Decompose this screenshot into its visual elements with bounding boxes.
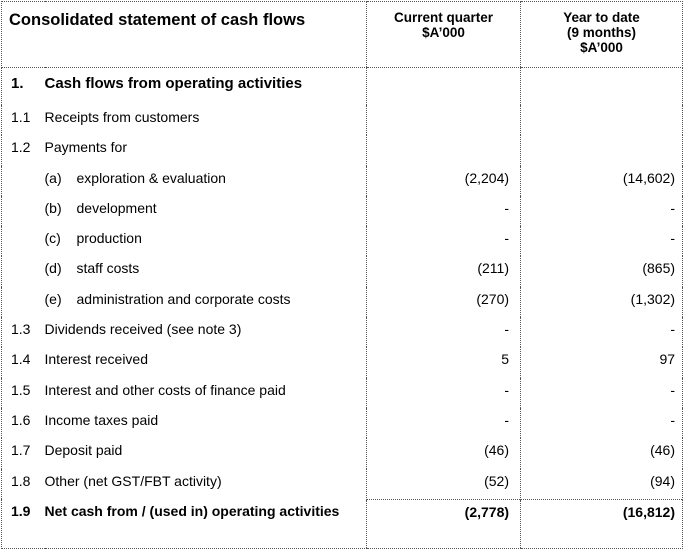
row-label: Income taxes paid <box>44 411 159 428</box>
current-quarter-value: 5 <box>366 347 521 378</box>
table-row: 1.2 Payments for <box>1 135 683 166</box>
section-number: 1. <box>1 67 45 105</box>
table-row: 1.1 Receipts from customers <box>1 105 683 136</box>
year-to-date-header-line-2: (9 months) <box>567 25 637 40</box>
table-row: (d) staff costs (211) (865) <box>1 256 683 287</box>
year-to-date-value: (94) <box>520 468 683 500</box>
year-to-date-header-line-3: $A’000 <box>580 40 623 55</box>
current-quarter-header-line-2: $A’000 <box>422 25 465 40</box>
table-row: 1.6 Income taxes paid - - <box>1 407 683 439</box>
row-number: 1.5 <box>1 377 45 408</box>
header-row: Consolidated statement of cash flows Cur… <box>0 1 683 68</box>
row-subitem-tag: (c) <box>44 230 61 247</box>
total-year-to-date: (16,812) <box>520 498 683 549</box>
current-quarter-value: (270) <box>366 286 521 318</box>
row-number: 1.6 <box>1 407 45 439</box>
section-row: 1. Cash flows from operating activities <box>1 67 683 105</box>
current-quarter-value: (52) <box>366 468 521 500</box>
total-label: Net cash from / (used in) operating acti… <box>44 499 367 549</box>
section-current-quarter <box>366 67 521 105</box>
row-label: Payments for <box>44 139 127 156</box>
year-to-date-value: 97 <box>520 347 683 378</box>
row-label: Receipts from customers <box>44 109 200 125</box>
table-row: (a) exploration & evaluation (2,204) (14,… <box>1 165 683 196</box>
row-number: 1.4 <box>1 347 45 378</box>
table-row: 1.3 Dividends received (see note 3) - - <box>1 317 683 348</box>
current-quarter-value <box>366 135 521 166</box>
current-quarter-value: - <box>366 407 521 439</box>
row-label: production <box>76 230 142 247</box>
row-label: exploration & evaluation <box>76 169 226 186</box>
year-to-date-value <box>520 135 683 166</box>
year-to-date-value <box>520 105 683 136</box>
row-number: 1.1 <box>1 105 45 136</box>
row-label: administration and corporate costs <box>76 290 291 307</box>
year-to-date-value: (865) <box>520 256 683 287</box>
table-row: 1.5 Interest and other costs of finance … <box>1 377 683 408</box>
current-quarter-value: - <box>366 317 521 348</box>
row-label: Interest and other costs of finance paid <box>44 381 286 398</box>
row-label: development <box>76 199 157 216</box>
year-to-date-value: (1,302) <box>520 286 683 318</box>
current-quarter-value: - <box>366 195 521 227</box>
table-row: (b) development - - <box>1 195 683 227</box>
year-to-date-value: - <box>520 226 683 257</box>
year-to-date-value: - <box>520 377 683 408</box>
table-row: (e) administration and corporate costs (2… <box>1 286 683 318</box>
current-quarter-header: Current quarter $A’000 <box>366 1 521 68</box>
row-label: Other (net GST/FBT activity) <box>44 472 222 489</box>
row-label: staff costs <box>76 260 140 277</box>
row-subitem-tag: (d) <box>44 260 62 277</box>
row-label: Interest received <box>44 351 149 368</box>
year-to-date-header: Year to date (9 months) $A’000 <box>520 1 683 68</box>
current-quarter-value: (211) <box>366 256 521 287</box>
total-row: 1.9 Net cash from / (used in) operating … <box>1 498 683 549</box>
section-label: Cash flows from operating activities <box>44 75 303 92</box>
statement-title: Consolidated statement of cash flows <box>0 1 367 68</box>
table-row: (c) production - - <box>1 226 683 257</box>
current-quarter-value: (46) <box>366 438 521 469</box>
current-quarter-value: - <box>366 377 521 408</box>
year-to-date-value: (14,602) <box>520 165 683 196</box>
row-subitem-tag: (e) <box>44 290 62 307</box>
total-current-quarter: (2,778) <box>366 498 521 549</box>
year-to-date-header-line-1: Year to date <box>563 10 640 25</box>
current-quarter-header-line-1: Current quarter <box>394 10 494 25</box>
row-subitem-tag: (b) <box>44 199 62 216</box>
row-number: 1.2 <box>1 135 45 166</box>
row-label: Dividends received (see note 3) <box>44 321 242 338</box>
section-year-to-date <box>520 67 683 105</box>
row-number: 1.8 <box>1 468 45 500</box>
row-subitem-tag: (a) <box>44 169 62 186</box>
current-quarter-value: (2,204) <box>366 165 521 196</box>
row-number: 1.7 <box>1 438 45 469</box>
year-to-date-value: - <box>520 317 683 348</box>
row-label: Deposit paid <box>44 442 123 459</box>
current-quarter-value: - <box>366 226 521 257</box>
current-quarter-value <box>366 105 521 136</box>
year-to-date-value: - <box>520 407 683 439</box>
row-number: 1.3 <box>1 317 45 348</box>
year-to-date-value: - <box>520 195 683 227</box>
table-row: 1.7 Deposit paid (46) (46) <box>1 438 683 469</box>
table-row: 1.8 Other (net GST/FBT activity) (52) (9… <box>1 468 683 500</box>
total-number: 1.9 <box>1 499 45 549</box>
year-to-date-value: (46) <box>520 438 683 469</box>
table-row: 1.4 Interest received 5 97 <box>1 347 683 378</box>
